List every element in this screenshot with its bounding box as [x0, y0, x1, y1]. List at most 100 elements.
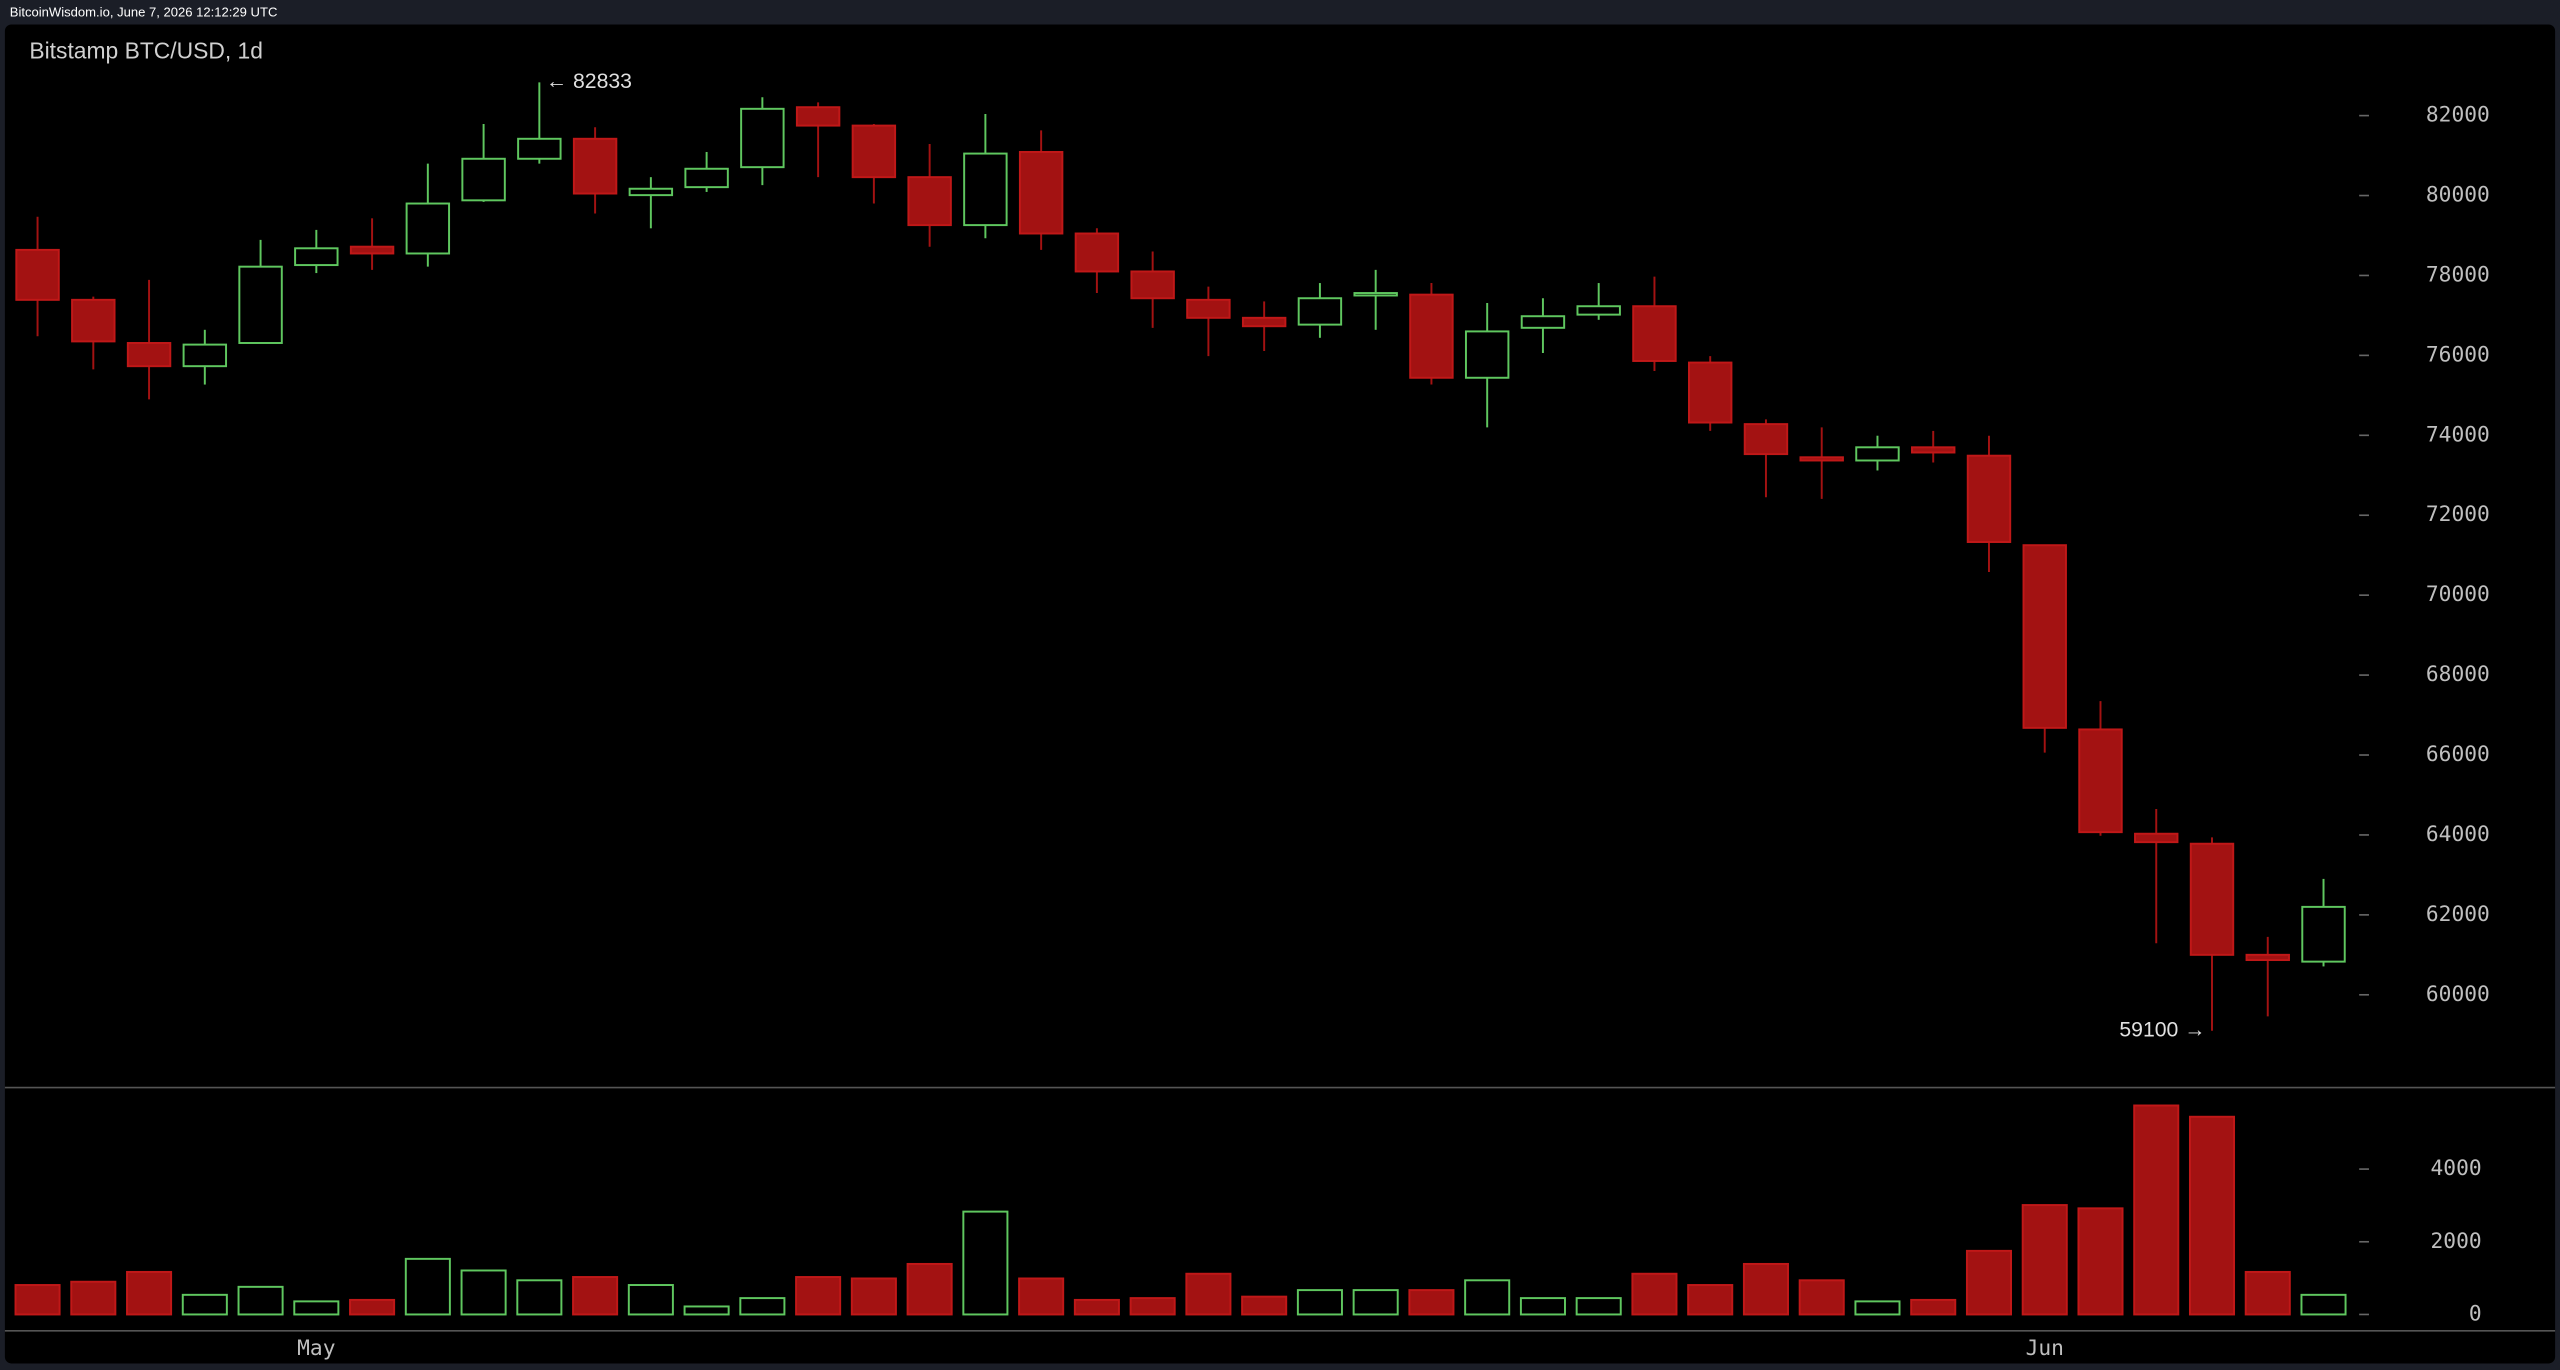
volume-bar — [1241, 1295, 1288, 1316]
candle-body — [963, 152, 1008, 227]
candle-body — [2134, 832, 2179, 844]
candle-body — [238, 265, 283, 344]
volume-bar — [70, 1280, 117, 1316]
candle-body — [15, 248, 60, 301]
volume-bar — [739, 1297, 786, 1316]
volume-bar — [962, 1210, 1009, 1316]
candle-body — [182, 343, 228, 368]
y-tick-label: 80000 — [2426, 183, 2490, 208]
candle-body — [1074, 232, 1120, 273]
volume-bar — [1575, 1297, 1622, 1316]
volume-bar — [237, 1285, 284, 1316]
volume-bar — [1464, 1279, 1511, 1316]
y-tick-label: 66000 — [2426, 742, 2490, 767]
candle-body — [1632, 305, 1677, 362]
candle-body — [1966, 454, 2012, 543]
volume-bar — [1742, 1262, 1789, 1316]
volume-bar — [1129, 1297, 1176, 1316]
candle-body — [740, 107, 785, 169]
annotation: 59100 → — [2119, 1018, 2205, 1041]
y-tick-label: 70000 — [2426, 582, 2490, 607]
volume-bar — [2077, 1207, 2124, 1316]
volume-bar — [181, 1293, 228, 1316]
candle-body — [1464, 330, 1510, 379]
volume-bar — [516, 1279, 563, 1316]
candle-body — [2189, 842, 2235, 956]
volume-bar — [1631, 1272, 1678, 1316]
volume-bar — [572, 1276, 619, 1316]
volume-bar — [795, 1276, 842, 1316]
candle-body — [628, 187, 674, 197]
volume-bar — [460, 1269, 507, 1316]
volume-bar — [126, 1270, 173, 1316]
candle-body — [1576, 305, 1621, 316]
candle-body — [461, 157, 506, 202]
y-tick-label: 62000 — [2426, 902, 2490, 927]
header: BitcoinWisdom.io, June 7, 2026 12:12:29 … — [10, 5, 278, 20]
volume-bar — [850, 1277, 897, 1316]
chart-panel — [4, 24, 2556, 1364]
candle-body — [1855, 446, 1900, 462]
volume-bar — [1965, 1249, 2012, 1316]
volume-bar — [1352, 1289, 1399, 1316]
volume-bar — [1018, 1277, 1065, 1316]
volume-bar — [1687, 1284, 1734, 1316]
candle-body — [2078, 728, 2123, 834]
candle-body — [1688, 361, 1733, 424]
y-tick-label: 74000 — [2426, 422, 2490, 447]
candle-body — [1799, 456, 1844, 462]
y-tick-label: 72000 — [2426, 502, 2490, 527]
candle-body — [1409, 293, 1454, 379]
candle-body — [2245, 953, 2290, 962]
volume-bar — [2300, 1293, 2347, 1316]
volume-bar — [14, 1284, 61, 1316]
volume-bar — [627, 1284, 674, 1316]
candle-body — [1241, 316, 1287, 328]
volume-bar — [404, 1257, 451, 1316]
volume-bar — [1798, 1279, 1845, 1316]
candle-body — [572, 137, 618, 195]
candle-body — [2022, 544, 2067, 729]
candle-body — [405, 202, 451, 255]
candle-body — [126, 342, 172, 368]
candle-body — [1297, 297, 1343, 326]
y-tick-label: 4000 — [2431, 1156, 2482, 1181]
candle-body — [2301, 905, 2346, 963]
volume-bar — [1296, 1289, 1343, 1316]
candle-body — [907, 176, 952, 227]
y-tick-label: 68000 — [2426, 662, 2490, 687]
candle-body — [1520, 315, 1566, 329]
y-tick-label: 82000 — [2426, 103, 2490, 128]
candle-body — [349, 245, 395, 255]
chart-title: Bitstamp BTC/USD, 1d — [29, 37, 263, 63]
x-tick-label: May — [297, 1336, 335, 1361]
volume-bar — [293, 1300, 340, 1316]
candle-body — [1186, 298, 1231, 319]
candle-body — [1018, 150, 1064, 235]
candle-body — [71, 298, 116, 343]
candle-body — [1911, 446, 1956, 454]
y-tick-label: 60000 — [2426, 982, 2490, 1007]
candle-body — [1130, 270, 1175, 300]
volume-bar — [1910, 1298, 1957, 1316]
x-tick-label: Jun — [2026, 1336, 2064, 1361]
volume-bar — [2021, 1204, 2068, 1316]
y-tick-label: 64000 — [2426, 822, 2490, 847]
volume-bar — [2244, 1270, 2291, 1316]
y-tick-label: 0 — [2469, 1301, 2482, 1326]
candle-body — [1353, 292, 1398, 297]
volume-bar — [2188, 1115, 2236, 1316]
volume-bar — [2133, 1104, 2180, 1316]
volume-bar — [1519, 1297, 1566, 1316]
candle-body — [851, 124, 897, 179]
y-tick-label: 76000 — [2426, 342, 2490, 367]
volume-bar — [906, 1262, 953, 1316]
volume-bar — [1185, 1272, 1232, 1316]
candle-body — [684, 167, 729, 189]
candle-body — [294, 247, 339, 267]
volume-bar — [349, 1298, 396, 1316]
volume-bar — [1854, 1300, 1901, 1316]
annotation: ← 82833 — [546, 70, 632, 93]
